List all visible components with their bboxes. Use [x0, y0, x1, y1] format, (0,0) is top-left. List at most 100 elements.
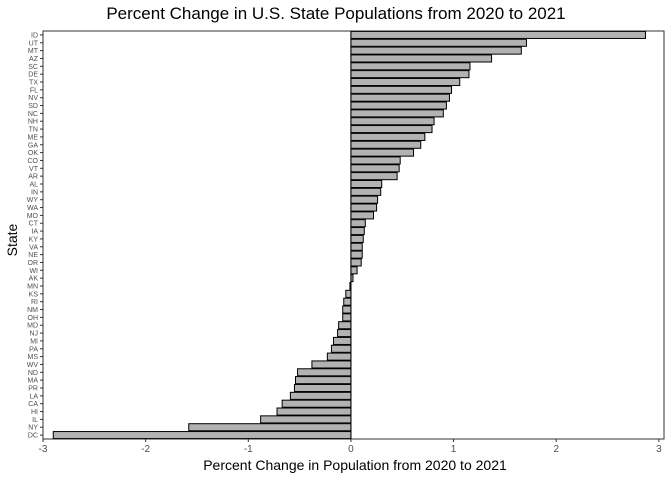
y-axis-title: State [4, 223, 20, 257]
y-tick-label: CO [28, 158, 39, 165]
bar [350, 203, 378, 212]
bar [350, 85, 453, 94]
bar [350, 156, 401, 165]
y-tick-label: HI [31, 409, 38, 416]
x-tick-label: -2 [141, 444, 150, 455]
bar [350, 30, 647, 39]
y-tick-label: WA [27, 205, 38, 212]
bar [350, 227, 365, 236]
bar [350, 242, 363, 251]
y-tick-label: NH [28, 119, 38, 126]
bar [350, 38, 527, 47]
y-tick-label: FL [30, 87, 38, 94]
y-tick-label: NY [28, 425, 38, 432]
bar [350, 234, 364, 243]
y-tick-label: KS [29, 291, 39, 298]
x-tick-label: 0 [348, 444, 354, 455]
bar [350, 140, 422, 149]
bar [343, 297, 352, 306]
bar [345, 289, 352, 298]
y-tick-label: MN [27, 284, 38, 291]
y-tick-label: MS [28, 354, 39, 361]
bar [332, 336, 352, 345]
bar [350, 195, 379, 204]
bar [295, 376, 352, 385]
y-tick-label: IN [31, 189, 38, 196]
y-tick-label: NJ [29, 331, 38, 338]
bar [289, 391, 352, 400]
bar [350, 70, 470, 79]
y-tick-label: OK [28, 150, 38, 157]
bar [293, 383, 352, 393]
y-tick-label: ID [31, 32, 38, 39]
x-tick-label: -3 [39, 444, 48, 455]
y-tick-label: MI [30, 338, 38, 345]
y-tick-label: LA [29, 393, 38, 400]
y-tick-label: SC [28, 64, 38, 71]
bar [260, 415, 352, 424]
bar [350, 179, 383, 189]
bar [338, 321, 352, 330]
y-tick-label: PR [28, 386, 38, 393]
x-tick-label: 2 [553, 444, 559, 455]
bar [342, 305, 352, 314]
bar [350, 109, 444, 118]
x-tick-label: 3 [656, 444, 662, 455]
bar [188, 423, 352, 432]
y-tick-label: KY [29, 236, 39, 243]
bar [350, 62, 471, 71]
y-tick-label: MO [27, 213, 39, 220]
y-tick-label: RI [31, 299, 38, 306]
y-tick-label: MT [28, 48, 39, 55]
y-tick-label: ME [28, 134, 39, 141]
chart-title: Percent Change in U.S. State Populations… [106, 4, 566, 23]
bar [297, 368, 352, 377]
bar [350, 117, 435, 126]
bar [326, 352, 352, 361]
y-tick-label: AL [29, 182, 38, 189]
y-tick-label: IL [32, 417, 38, 424]
x-tick-label: -1 [244, 444, 253, 455]
bar [311, 360, 352, 369]
y-tick-label: ND [28, 370, 38, 377]
y-tick-label: VT [29, 166, 39, 173]
bar [281, 399, 352, 408]
bar [350, 219, 366, 228]
y-tick-label: TX [29, 80, 38, 87]
bar [350, 54, 493, 63]
bar [350, 266, 358, 275]
y-tick-label: OH [28, 315, 39, 322]
y-tick-label: NE [28, 252, 38, 259]
bar [337, 329, 352, 338]
y-tick-label: IA [31, 229, 38, 236]
bar [350, 187, 382, 196]
y-tick-label: PA [29, 346, 38, 353]
bar [350, 46, 522, 55]
y-tick-label: SD [28, 103, 38, 110]
y-tick-label: NM [27, 307, 38, 314]
bar [276, 407, 352, 416]
bar [350, 250, 363, 259]
y-tick-label: TN [29, 127, 38, 134]
bar [330, 344, 352, 353]
y-tick-label: DE [28, 72, 38, 79]
y-tick-label: DC [28, 433, 38, 440]
y-tick-label: CA [28, 401, 38, 408]
bar [350, 77, 461, 87]
y-tick-label: WV [27, 362, 39, 369]
y-tick-label: AK [29, 276, 39, 283]
bar [350, 258, 362, 267]
y-tick-label: OR [28, 260, 39, 267]
y-tick-label: AZ [29, 56, 39, 63]
bar [342, 313, 352, 322]
x-axis-title: Percent Change in Population from 2020 t… [203, 457, 507, 473]
y-tick-label: CT [29, 221, 39, 228]
y-tick-label: NV [28, 95, 38, 102]
bar [350, 172, 398, 181]
bar [350, 164, 400, 173]
y-tick-label: MD [27, 323, 38, 330]
y-tick-label: NC [28, 111, 38, 118]
y-tick-label: UT [29, 40, 39, 47]
bar [350, 125, 433, 134]
